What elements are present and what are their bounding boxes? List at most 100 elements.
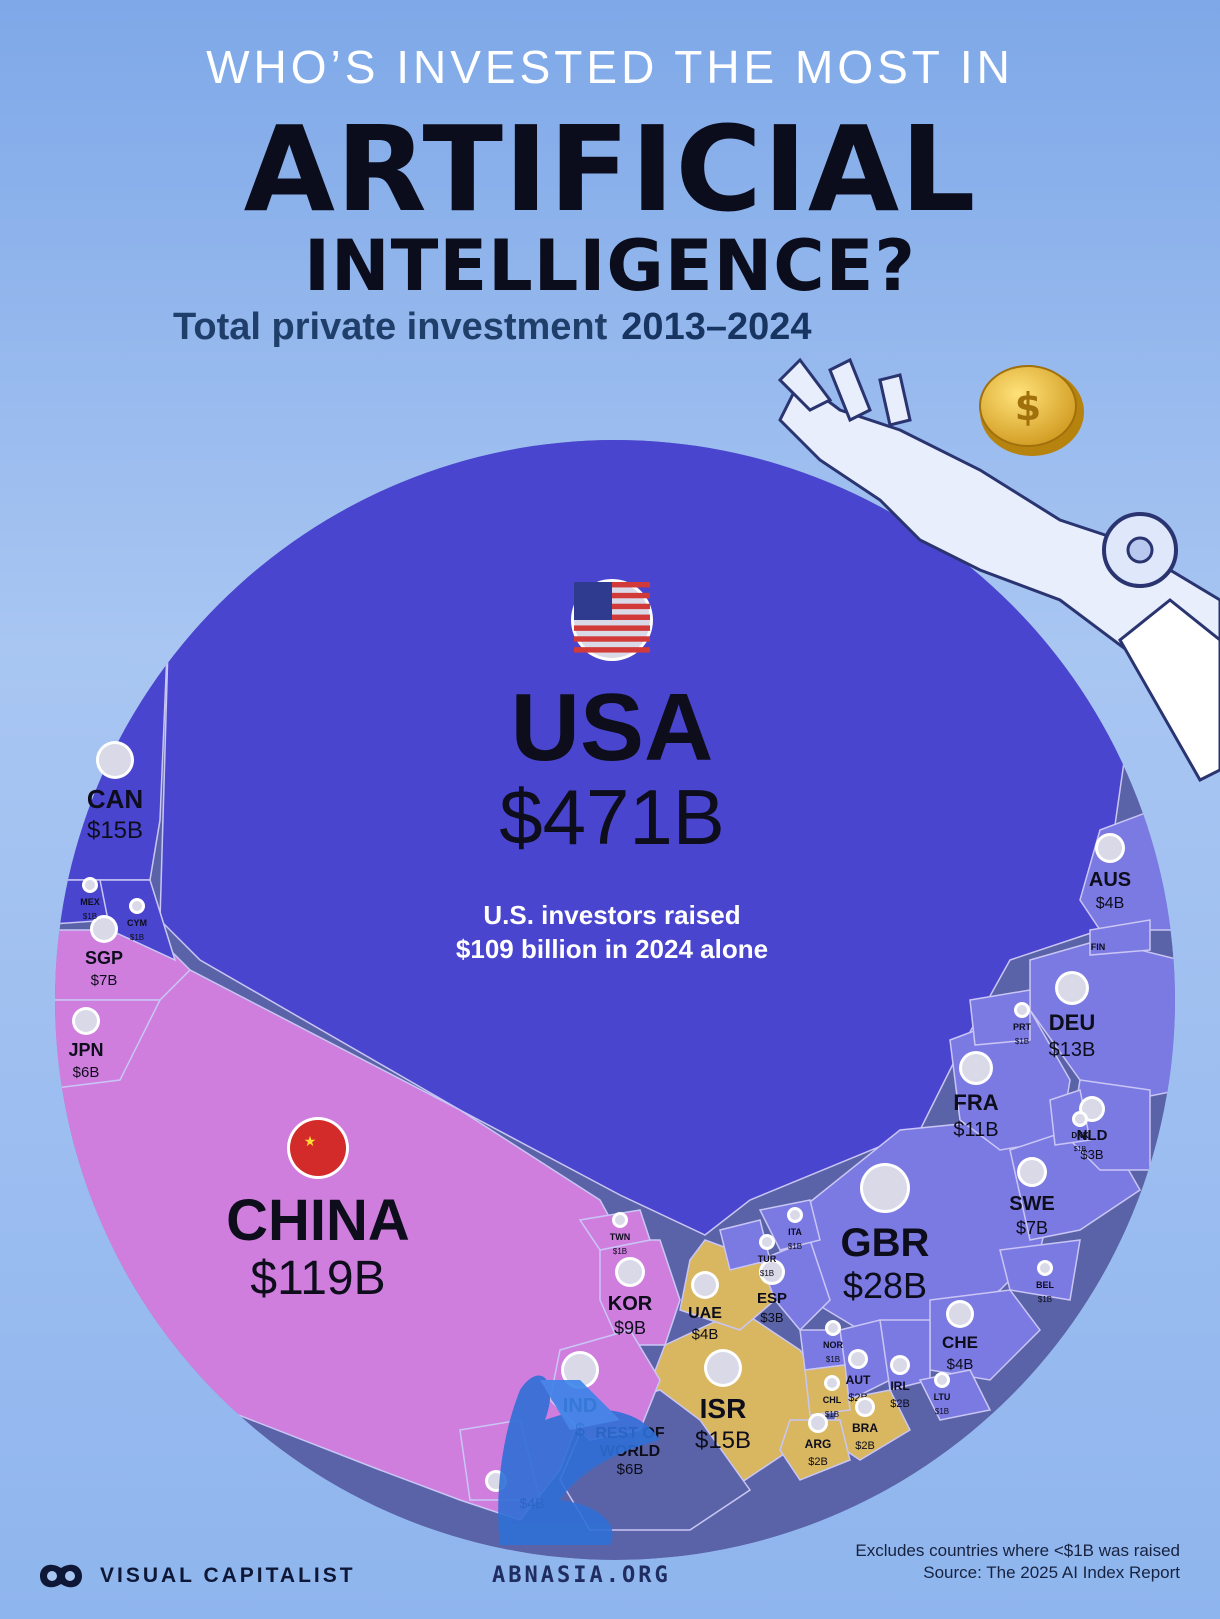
code-ita: ITA <box>788 1227 802 1237</box>
code-gbr: GBR <box>841 1221 930 1265</box>
flag-che-icon <box>946 1300 974 1328</box>
gold-coin-icon: $ <box>979 365 1084 456</box>
watermark-griffin-icon <box>498 1375 660 1545</box>
value-tur: $1B <box>760 1269 774 1278</box>
value-cym: $1B <box>130 933 144 942</box>
flag-gbr-icon <box>860 1163 910 1213</box>
code-esp: ESP <box>757 1290 787 1307</box>
flag-bra-icon <box>855 1397 875 1417</box>
code-arg: ARG <box>805 1437 832 1451</box>
label-can: CAN $15B <box>87 741 143 844</box>
flag-esp-icon <box>759 1259 785 1285</box>
subtitle-years: 2013–2024 <box>621 306 812 348</box>
label-kor: KOR $9B <box>608 1257 653 1338</box>
label-aus: AUS $4B <box>1089 833 1131 912</box>
flag-nor-icon <box>825 1320 841 1336</box>
label-esp: ESP $3B <box>757 1259 787 1325</box>
code-kor: KOR <box>608 1293 653 1315</box>
subtitle: Total private investment 2013–2024 <box>173 306 812 349</box>
label-ltu: LTU $1B <box>934 1372 951 1416</box>
label-arg: ARG $2B <box>805 1413 832 1468</box>
label-bel: BEL $1B <box>1036 1260 1055 1304</box>
value-swe: $7B <box>1016 1218 1048 1238</box>
value-kor: $9B <box>614 1318 646 1338</box>
code-swe: SWE <box>1009 1193 1055 1215</box>
code-mex: MEX <box>80 897 100 907</box>
flag-mex-icon <box>82 877 98 893</box>
flag-sgp-icon <box>90 915 118 943</box>
code-jpn: JPN <box>68 1040 103 1060</box>
subtitle-text: Total private investment <box>173 306 608 348</box>
code-twn: TWN <box>610 1232 631 1242</box>
cell-prt <box>969 989 1031 1046</box>
flag-chl-icon <box>824 1375 840 1391</box>
cell-jpn <box>55 999 162 1091</box>
code-cym: CYM <box>127 918 147 928</box>
label-aut: AUT$2B <box>846 1349 871 1404</box>
value-chl: $1B <box>825 1410 839 1419</box>
code-deu: DEU <box>1049 1010 1095 1035</box>
value-isr: $15B <box>695 1427 751 1454</box>
code-can: CAN <box>87 784 143 814</box>
code-aus: AUS <box>1089 869 1131 891</box>
svg-text:$: $ <box>1015 385 1041 429</box>
flag-twn-icon <box>612 1212 628 1228</box>
code-sgp: SGP <box>85 948 123 968</box>
value-bra: $2B <box>855 1440 875 1452</box>
flag-fra-icon <box>959 1051 993 1085</box>
code-tur: TUR <box>758 1254 777 1264</box>
code-che: CHE <box>942 1333 978 1352</box>
value-usa: $471B <box>499 773 725 861</box>
code-china: CHINA <box>226 1188 410 1253</box>
value-fra: $11B <box>953 1119 998 1141</box>
cell-cym <box>99 879 177 962</box>
flag-isr-icon <box>704 1349 742 1387</box>
label-fin: FIN <box>1091 942 1106 952</box>
value-china: $119B <box>250 1252 385 1305</box>
code-ltu: LTU <box>934 1392 951 1402</box>
label-prt: PRT $1B <box>1013 1002 1032 1046</box>
cell-arg <box>779 1419 851 1481</box>
flag-kor-icon <box>615 1257 645 1287</box>
code-irl: IRL <box>890 1379 909 1393</box>
value-can: $15B <box>87 817 143 844</box>
code-uae: UAE <box>688 1305 722 1322</box>
flag-prt-icon <box>1014 1002 1030 1018</box>
label-sgp: SGP $7B <box>85 915 123 989</box>
label-uae: UAE $4B <box>688 1271 722 1343</box>
brand-name: VISUAL CAPITALIST <box>100 1564 356 1587</box>
watermark: ABNASIA.ORG <box>492 1563 671 1588</box>
code-nld: NLD <box>1077 1127 1108 1144</box>
value-jpn: $6B <box>73 1064 100 1081</box>
label-cym: CYM $1B <box>127 898 147 942</box>
value-ltu: $1B <box>935 1407 949 1416</box>
value-mex: $1B <box>83 912 97 921</box>
flag-aut-icon <box>848 1349 868 1369</box>
value-esp: $3B <box>760 1310 783 1325</box>
flag-ita-icon <box>787 1207 803 1223</box>
cell-chl <box>804 1364 851 1416</box>
cell-fin <box>1089 919 1151 956</box>
flag-ltu-icon <box>934 1372 950 1388</box>
label-che: CHE $4B <box>942 1300 978 1373</box>
label-usa: USA$471B <box>499 579 725 861</box>
robot-hand-icon <box>777 357 1220 782</box>
code-fra: FRA <box>953 1090 998 1115</box>
cell-nor <box>799 1329 846 1371</box>
label-china: ★ CHINA$119B <box>226 1117 410 1305</box>
label-tur: TUR $1B <box>758 1234 777 1278</box>
code-dnk: DNK <box>1071 1131 1089 1140</box>
label-swe: SWE $7B <box>1009 1157 1055 1238</box>
code-usa: USA <box>511 674 714 781</box>
brand-logo: VISUAL CAPITALIST <box>36 1558 356 1594</box>
footnote-source: Source: The 2025 AI Index Report <box>923 1563 1180 1582</box>
flag-uae-icon <box>691 1271 719 1299</box>
label-mex: MEX $1B <box>80 877 100 921</box>
label-gbr: GBR$28B <box>841 1163 930 1306</box>
value-aus: $4B <box>1096 895 1124 912</box>
value-ita: $1B <box>788 1242 802 1251</box>
label-dnk: DNK $1B <box>1071 1111 1089 1153</box>
label-jpn: JPN $6B <box>68 1007 104 1081</box>
annotation-line2: $109 billion in 2024 alone <box>456 934 768 964</box>
